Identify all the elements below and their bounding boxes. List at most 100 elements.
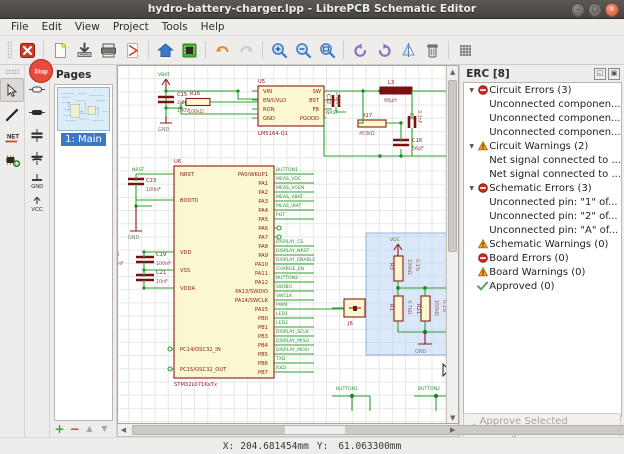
svg-text:PA11: PA11 [255,271,268,277]
vertical-scroll-thumb[interactable] [448,80,458,252]
edit-tools-grip[interactable] [5,69,19,74]
erc-message[interactable]: Net signal connected to ... [464,167,621,181]
svg-text:FB: FB [312,107,319,113]
close-project-icon[interactable] [16,39,38,61]
redo-icon[interactable] [235,39,257,61]
minimize-icon: – [576,5,580,13]
toolbar-grip[interactable] [7,41,12,59]
svg-text:PA14/SWCLK: PA14/SWCLK [235,298,269,304]
mirror-icon[interactable] [397,39,419,61]
erc-group-schematic-errors[interactable]: ▼ Schematic Errors (3) [464,181,621,195]
move-page-down-button[interactable]: ▼ [101,424,108,433]
expand-arrow-icon[interactable]: ▼ [469,142,475,150]
erc-close-button[interactable]: ▣ [608,68,620,80]
add-gnd-tool[interactable]: GND [26,170,48,192]
rotate-ccw-icon[interactable] [349,39,371,61]
erc-message[interactable]: Unconnected pin: "2" of... [464,209,621,223]
erc-group-label: Circuit Warnings (2) [489,140,589,152]
save-icon[interactable] [73,39,95,61]
delete-icon[interactable] [421,39,443,61]
scroll-left-arrow[interactable]: ◀ [120,425,127,434]
remove-page-button[interactable]: − [69,422,80,436]
erc-message[interactable]: Unconnected componen... [464,111,621,125]
erc-float-button[interactable]: ◱ [594,68,606,80]
move-page-up-button[interactable]: ▲ [86,424,93,433]
close-button[interactable]: × [605,3,619,17]
svg-text:PA7: PA7 [258,235,268,241]
add-capacitor-unipolar-tool[interactable] [26,147,48,169]
draw-wire-tool[interactable] [1,103,23,125]
board-editor-icon[interactable] [178,39,200,61]
canvas-vertical-scrollbar[interactable]: ▲ ▼ [446,66,459,423]
erc-message-tree[interactable]: ▼ Circuit Errors (3) Unconnected compone… [463,82,622,417]
scroll-right-arrow[interactable]: ▶ [450,425,456,434]
svg-text:C21: C21 [156,270,166,276]
minimize-button[interactable]: – [571,3,585,17]
stop-button[interactable]: Stop [28,58,54,87]
svg-text:VIN: VIN [263,89,272,95]
svg-text:PA10: PA10 [255,262,268,268]
erc-message[interactable]: Net signal connected to ... [464,153,621,167]
schematic-canvas[interactable]: .wire{stroke:#2ca02c;stroke-width:1.1;fi… [117,65,460,424]
svg-text:L3: L3 [388,80,394,86]
main-toolbar [0,36,624,65]
check-icon [476,281,489,291]
svg-text:C15: C15 [177,92,187,98]
erc-message[interactable]: Unconnected componen... [464,125,621,139]
menu-view[interactable]: View [74,21,100,33]
svg-text:MEAS_IBAT: MEAS_IBAT [276,203,302,209]
scroll-down-arrow[interactable]: ▼ [450,413,456,422]
add-vcc-tool[interactable]: VCC [26,193,48,215]
zoom-fit-icon[interactable] [316,39,338,61]
cursor-y-label: Y: [316,440,329,452]
zoom-out-icon[interactable] [292,39,314,61]
control-panel-icon[interactable] [154,39,176,61]
erc-group-approved[interactable]: Approved (0) [464,279,621,293]
menu-help[interactable]: Help [200,21,225,33]
print-icon[interactable] [97,39,119,61]
select-tool[interactable] [0,78,24,102]
add-page-button[interactable]: + [54,422,65,436]
menu-project[interactable]: Project [112,21,149,33]
menu-tools[interactable]: Tools [161,21,188,33]
export-pdf-icon[interactable] [121,39,143,61]
svg-text:PB0: PB0 [258,316,268,322]
maximize-button[interactable]: □ [588,3,602,17]
erc-message[interactable]: Unconnected pin: "A" of... [464,223,621,237]
erc-group-schematic-warnings[interactable]: Schematic Warnings (0) [464,237,621,251]
symbols-toolbar-column: GND VCC [25,65,49,437]
warning-icon [476,141,489,151]
erc-message-text: Unconnected pin: "1" of... [489,196,618,208]
erc-group-circuit-warnings[interactable]: ▼ Circuit Warnings (2) [464,139,621,153]
grid-icon[interactable] [454,39,476,61]
horizontal-scroll-thumb[interactable] [132,425,624,435]
expand-arrow-icon[interactable]: ▼ [469,86,475,94]
pages-list[interactable]: 1: Main [54,84,113,421]
add-resistor-tool[interactable] [26,78,48,100]
erc-group-circuit-errors[interactable]: ▼ Circuit Errors (3) [464,83,621,97]
erc-group-board-errors[interactable]: Board Errors (0) [464,251,621,265]
erc-message[interactable]: Unconnected pin: "1" of... [464,195,621,209]
svg-text:SWDIO: SWDIO [276,284,292,290]
add-capacitor-bipolar-tool[interactable] [26,124,48,146]
menu-file[interactable]: File [11,21,29,33]
new-file-icon[interactable] [49,39,71,61]
menu-edit[interactable]: Edit [41,21,62,33]
expand-arrow-icon[interactable]: ▼ [469,184,475,192]
canvas-horizontal-scrollbar[interactable]: ◀ ▶ [117,424,624,437]
erc-group-board-warnings[interactable]: Board Warnings (0) [464,265,621,279]
add-inductor-tool[interactable] [26,101,48,123]
page-thumbnail[interactable] [57,87,110,131]
page-item-main[interactable]: 1: Main [55,87,112,146]
svg-text:R1: R1 [388,304,394,311]
zoom-in-icon[interactable] [268,39,290,61]
scroll-up-arrow[interactable]: ▲ [450,67,456,76]
svg-text:PA12: PA12 [255,280,268,286]
erc-message[interactable]: Unconnected componen... [464,97,621,111]
rotate-cw-icon[interactable] [373,39,395,61]
undo-icon[interactable] [211,39,233,61]
add-component-tool[interactable] [1,149,23,171]
svg-text:GND: GND [158,127,170,133]
add-netlabel-tool[interactable]: NET [1,126,23,148]
selection-rectangle [365,232,452,356]
